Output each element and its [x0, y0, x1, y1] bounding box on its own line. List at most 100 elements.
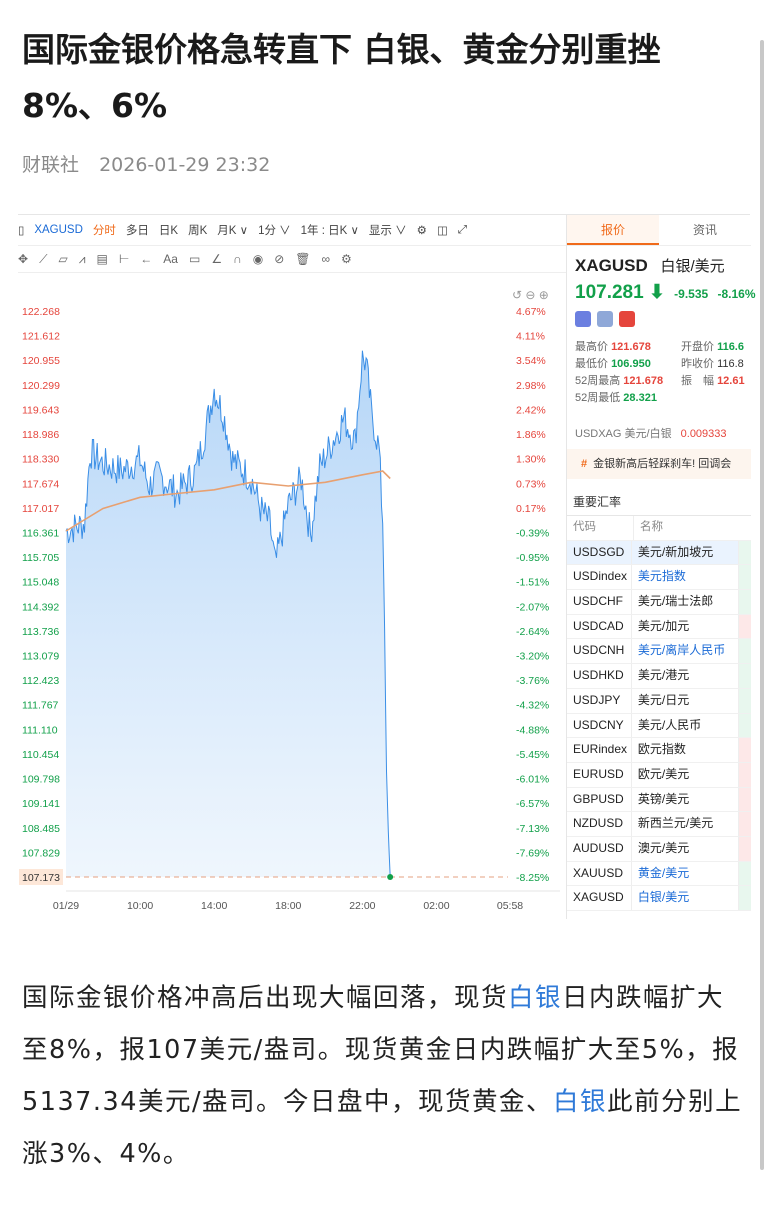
rates-row[interactable]: EURUSD 欧元/美元 [567, 762, 751, 788]
y-tick-price: 117.017 [22, 503, 59, 515]
quote-tabs: 报价 资讯 [567, 215, 751, 246]
article-datetime: 2026-01-29 23:32 [99, 154, 271, 176]
rate-change-cell [738, 540, 751, 565]
chart-svg[interactable]: 122.268 4.67% 121.612 4.11% 120.955 3.54% 120.… [18, 273, 566, 919]
drawing-toolbar: ✥ ⟋ ▱ ⩘ ▤ ⊢ ← Aa ▭ ∠ ∩ ◉ ⊘ 🗑 ∞ ⚙ [18, 246, 566, 273]
trash-icon[interactable]: 🗑 [295, 252, 311, 266]
y-tick-pct: -3.76% [516, 675, 549, 687]
rate-code: USDHKD [567, 664, 632, 688]
last-price-box [19, 869, 63, 885]
rate-name[interactable]: 白银/美元 [637, 890, 690, 905]
stat-row: 52周最低 28.321 [575, 390, 663, 407]
fib-tool-icon[interactable]: ▤ [96, 252, 108, 266]
article-meta: 财联社 2026-01-29 23:32 [22, 150, 270, 177]
rates-row[interactable]: XAUUSD 黄金/美元 [567, 861, 751, 887]
crosshair-icon[interactable]: ✥ [18, 252, 29, 266]
quote-tab[interactable]: 资讯 [692, 223, 717, 237]
price-chart[interactable]: 122.268 4.67% 121.612 4.11% 120.955 3.54% 120.… [18, 273, 566, 919]
toolbar-item[interactable]: 1年 : 日K ∨ [300, 225, 359, 237]
rates-row[interactable]: USDCAD 美元/加元 [567, 614, 751, 640]
rates-row[interactable]: GBPUSD 英镑/美元 [567, 787, 751, 813]
toolbar-symbol[interactable]: XAGUSD [34, 224, 83, 236]
keyword-link-silver[interactable]: 白银 [508, 983, 563, 1013]
rates-row[interactable]: USDHKD 美元/港元 [567, 664, 751, 689]
link-icon[interactable]: ∞ [321, 252, 331, 266]
channel-tool-icon[interactable]: ▱ [58, 252, 68, 266]
heart-icon[interactable] [619, 311, 635, 327]
quote-tab[interactable]: 报价 [567, 215, 659, 245]
symbol-square-icon: ▯ [18, 225, 25, 237]
y-tick-price: 113.079 [22, 651, 59, 663]
stat-value: 28.321 [623, 392, 657, 404]
ruler-icon[interactable]: ∠ [211, 252, 223, 266]
globe-icon[interactable] [575, 311, 591, 327]
x-tick: 05:58 [497, 900, 523, 912]
article-source[interactable]: 财联社 [22, 154, 80, 176]
toolbar-item[interactable]: 月K ∨ [217, 225, 249, 237]
quote-price: 107.281 [575, 282, 644, 303]
rate-change-cell [738, 590, 751, 614]
rate-code: USDCHF [567, 590, 632, 614]
y-tick-price: 108.485 [22, 823, 60, 835]
text-tool-icon[interactable]: Aa [163, 252, 178, 266]
toolbar-item[interactable]: 分时 [92, 225, 116, 237]
y-tick-price: 119.643 [22, 404, 59, 416]
settings-icon[interactable]: ⚙ [416, 225, 427, 237]
hashtag-icon: # [581, 458, 588, 470]
quote-change: -9.535 [674, 287, 709, 301]
eye-icon[interactable]: ◉ [252, 252, 264, 266]
stat-label-2: 振 幅 [681, 375, 718, 387]
rate-name[interactable]: 黄金/美元 [637, 865, 690, 880]
stat-row: 最低价 106.950 昨收价 116.8 [575, 356, 744, 373]
page-scrollbar[interactable] [760, 40, 764, 1170]
toolbar-item[interactable]: 周K [188, 225, 208, 237]
body-text-1: 国际金银价格冲高后出现大幅回落，现货 [22, 983, 509, 1013]
keyword-link-silver-2[interactable]: 白银 [553, 1087, 608, 1117]
y-tick-pct: -7.13% [516, 823, 549, 835]
rates-row[interactable]: AUDUSD 澳元/美元 [567, 836, 751, 862]
rates-row[interactable]: USDCNH 美元/离岸人民币 [567, 639, 751, 665]
rate-name: 美元/加元 [637, 618, 690, 633]
hide-icon[interactable]: ⊘ [274, 252, 285, 266]
toolbar-item[interactable]: 显示 ∨ [368, 225, 407, 237]
y-tick-pct: -4.88% [516, 724, 549, 736]
camera-icon[interactable]: ◫ [436, 225, 448, 237]
note-icon[interactable] [597, 311, 613, 327]
rate-name[interactable]: 美元/离岸人民币 [637, 643, 726, 658]
gear-icon[interactable]: ⚙ [341, 252, 352, 266]
toolbar-item[interactable]: 日K [158, 225, 179, 237]
rates-row[interactable]: USDCNY 美元/人民币 [567, 713, 751, 739]
rates-row[interactable]: USDCHF 美元/瑞士法郎 [567, 590, 751, 615]
news-ticker[interactable]: # 金银新高后轻踩刹车! 回调会 [567, 449, 751, 479]
rate-name: 美元/港元 [637, 668, 690, 683]
stat-label: 最低价 [575, 358, 612, 370]
rates-row[interactable]: EURindex 欧元指数 [567, 738, 751, 763]
y-tick-pct: 1.86% [516, 429, 546, 441]
rates-row[interactable]: USDSGD 美元/新加坡元 [567, 540, 751, 566]
quote-widget: ▯ XAGUSD 分时 多日 日K 周K 月K ∨ 1分 ∨ 1年 : 日K ∨ 显示 ∨ ⚙… [18, 214, 756, 919]
y-tick-pct: 4.67% [516, 306, 546, 318]
fullscreen-icon[interactable]: ⤢ [457, 223, 468, 236]
rates-row[interactable]: USDJPY 美元/日元 [567, 688, 751, 714]
y-tick-pct: -5.45% [516, 749, 549, 761]
rates-row[interactable]: USDindex 美元指数 [567, 565, 751, 591]
measure-tool-icon[interactable]: ⊢ [118, 252, 130, 266]
y-tick-price: 117.674 [22, 478, 59, 490]
arrow-tool-icon[interactable]: ← [140, 252, 153, 266]
toolbar-item[interactable]: 多日 [125, 225, 149, 237]
magnet-icon[interactable]: ∩ [233, 252, 242, 266]
wave-tool-icon[interactable]: ⩘ [78, 251, 86, 266]
quote-stats: 最高价 121.678 开盘价 116.6 最低价 106.950 昨收价 116.8… [575, 339, 745, 407]
y-tick-price: 118.330 [22, 454, 59, 466]
rate-name[interactable]: 美元指数 [637, 569, 686, 584]
rates-header-name: 名称 [640, 521, 663, 533]
line-tool-icon[interactable]: ⟋ [39, 251, 48, 266]
rate-code: NZDUSD [567, 812, 632, 836]
stat-label: 52周最低 [575, 392, 624, 404]
rates-row[interactable]: NZDUSD 新西兰元/美元 [567, 812, 751, 837]
rate-name: 英镑/美元 [637, 791, 690, 806]
quote-symbol-code: XAGUSD [575, 256, 648, 275]
rates-row[interactable]: XAGUSD 白银/美元 [567, 886, 751, 911]
comment-tool-icon[interactable]: ▭ [188, 252, 201, 266]
toolbar-item[interactable]: 1分 ∨ [258, 225, 291, 237]
